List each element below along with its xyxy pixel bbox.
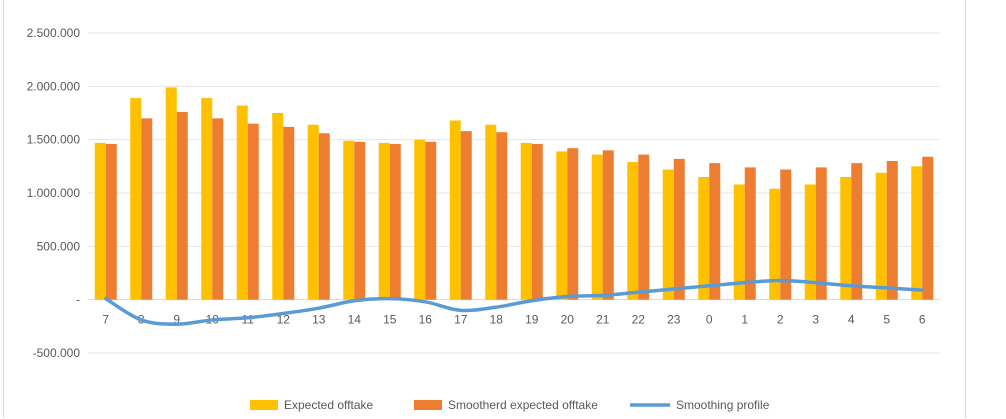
bar-expected-offtake <box>911 166 923 300</box>
bar-expected-offtake <box>272 113 284 300</box>
bar-smoothed-offtake <box>922 156 934 300</box>
x-tick-label: 12 <box>277 313 291 327</box>
bar-smoothed-offtake <box>567 148 579 300</box>
bar-smoothed-offtake <box>176 111 188 300</box>
bar-smoothed-offtake <box>815 167 827 300</box>
bar-expected-offtake <box>769 188 781 300</box>
chart-frame <box>3 0 966 418</box>
x-tick-label: 21 <box>596 313 610 327</box>
legend-expected-offtake-swatch <box>250 400 278 410</box>
bar-expected-offtake <box>627 162 639 300</box>
x-tick-label: 1 <box>741 313 748 327</box>
bar-smoothed-offtake <box>283 126 295 300</box>
x-tick-label: 18 <box>490 313 504 327</box>
legend-smoothing-profile-label: Smoothing profile <box>676 398 770 412</box>
x-tick-label: 2 <box>777 313 784 327</box>
bar-expected-offtake <box>485 124 497 300</box>
x-tick-label: 0 <box>706 313 713 327</box>
bar-smoothed-offtake <box>354 141 366 300</box>
x-tick-label: 20 <box>561 313 575 327</box>
y-tick-label: 1.000.000 <box>27 186 81 200</box>
bar-expected-offtake <box>520 142 532 300</box>
bar-smoothed-offtake <box>638 154 650 300</box>
legend-smoothed-offtake-label: Smootherd expected offtake <box>448 398 598 412</box>
x-tick-label: 17 <box>454 313 468 327</box>
bar-smoothed-offtake <box>212 118 224 300</box>
bar-expected-offtake <box>378 142 390 300</box>
bar-expected-offtake <box>875 172 887 300</box>
x-tick-label: 5 <box>883 313 890 327</box>
bar-smoothed-offtake <box>886 161 898 300</box>
x-tick-label: 6 <box>919 313 926 327</box>
legend-expected-offtake-label: Expected offtake <box>284 398 374 412</box>
bar-expected-offtake <box>130 98 142 300</box>
bar-expected-offtake <box>556 151 568 300</box>
x-tick-label: 13 <box>312 313 326 327</box>
bar-expected-offtake <box>698 177 710 300</box>
bar-expected-offtake <box>662 169 674 300</box>
x-tick-label: 23 <box>667 313 681 327</box>
bar-expected-offtake <box>840 177 852 300</box>
smoothing-profile-line <box>104 278 924 326</box>
x-tick-label: 22 <box>632 313 646 327</box>
bar-expected-offtake <box>236 105 248 300</box>
y-tick-label: - <box>76 293 80 307</box>
bar-smoothed-offtake <box>851 163 863 300</box>
bar-smoothed-offtake <box>425 141 437 300</box>
bar-expected-offtake <box>414 139 426 300</box>
bar-smoothed-offtake <box>602 150 614 300</box>
bar-expected-offtake <box>343 140 355 300</box>
bar-smoothed-offtake <box>247 123 259 300</box>
bar-expected-offtake <box>449 120 461 300</box>
x-tick-label: 9 <box>173 313 180 327</box>
bar-smoothed-offtake <box>141 118 153 300</box>
bar-smoothed-offtake <box>673 158 685 300</box>
bar-expected-offtake <box>804 184 816 300</box>
bar-expected-offtake <box>201 98 213 300</box>
bar-smoothed-offtake <box>460 131 472 300</box>
bar-expected-offtake <box>591 154 603 300</box>
y-tick-label: -500.000 <box>33 346 81 360</box>
y-tick-label: 2.000.000 <box>27 79 81 93</box>
bar-expected-offtake <box>94 142 106 300</box>
bar-smoothed-offtake <box>105 143 117 300</box>
bar-expected-offtake <box>307 124 319 300</box>
x-tick-label: 14 <box>348 313 362 327</box>
bar-expected-offtake <box>733 184 745 300</box>
bar-smoothed-offtake <box>744 167 756 300</box>
x-tick-label: 16 <box>419 313 433 327</box>
y-tick-label: 2.500.000 <box>27 26 81 40</box>
x-tick-label: 3 <box>812 313 819 327</box>
bar-expected-offtake <box>165 87 177 300</box>
bar-smoothed-offtake <box>318 133 330 300</box>
x-tick-label: 19 <box>525 313 539 327</box>
bar-smoothed-offtake <box>496 132 508 300</box>
y-tick-label: 500.000 <box>37 239 81 253</box>
x-tick-label: 15 <box>383 313 397 327</box>
legend-smoothed-offtake-swatch <box>414 400 442 410</box>
y-tick-label: 1.500.000 <box>27 133 81 147</box>
x-tick-label: 4 <box>848 313 855 327</box>
bar-smoothed-offtake <box>709 163 721 300</box>
x-tick-label: 7 <box>102 313 109 327</box>
bar-smoothed-offtake <box>531 143 543 300</box>
bar-smoothed-offtake <box>780 169 792 300</box>
bar-smoothed-offtake <box>389 143 401 300</box>
